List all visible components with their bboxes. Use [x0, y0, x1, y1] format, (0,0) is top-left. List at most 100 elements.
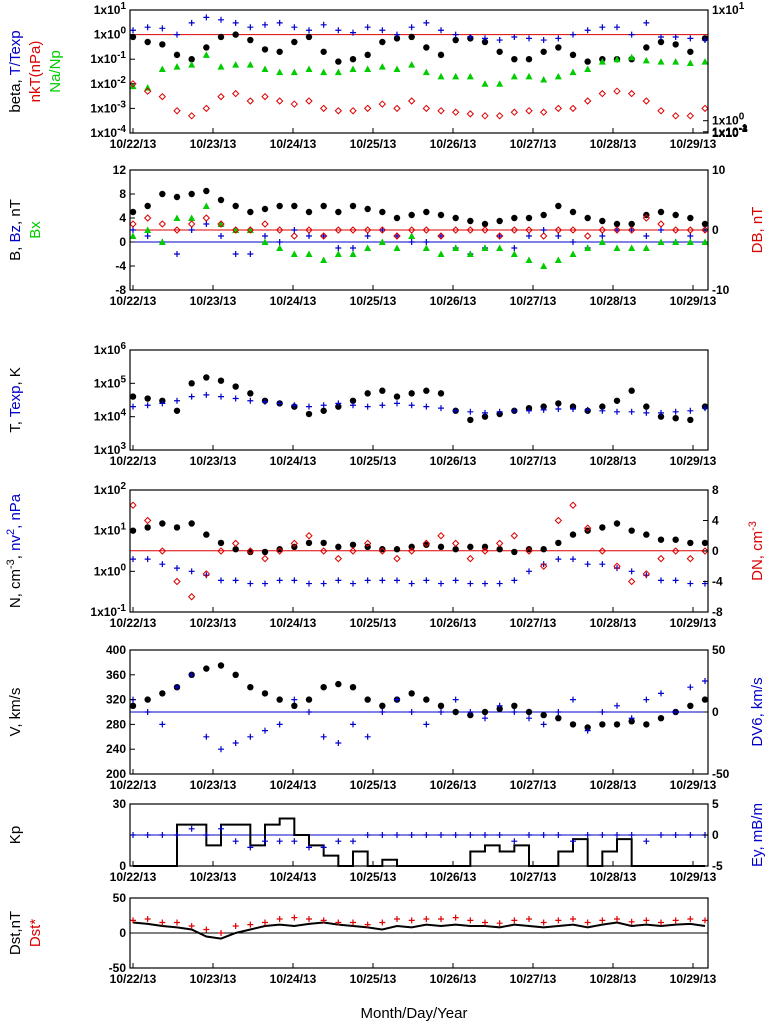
point-nv2 — [614, 565, 620, 572]
point-n — [188, 520, 195, 527]
point-beta — [247, 36, 254, 44]
point-dv6 — [159, 721, 166, 728]
point-dn — [701, 547, 709, 555]
point-dst — [511, 917, 518, 924]
point-dst — [570, 916, 576, 922]
point-dst — [599, 917, 606, 924]
point-dn — [525, 547, 533, 555]
point-texp — [658, 409, 664, 416]
point-dst — [291, 914, 298, 921]
x-tick-label: 10/22/13 — [110, 616, 157, 630]
point-nv2 — [658, 577, 664, 584]
point-bx — [393, 244, 401, 251]
y-axis-label-3: Na/Np — [47, 50, 64, 93]
point-beta — [437, 51, 445, 59]
panel-4: 1x10-1 1x100 1x101 1x102 -8 -4 0 4 8 10/22/13 10/2… — [5, 481, 766, 630]
point-b — [320, 202, 327, 210]
point-db — [539, 232, 548, 240]
y-axis-label-part: Dst,nT — [7, 911, 24, 955]
left-tick-label: 240 — [106, 742, 126, 756]
plot-frame — [129, 349, 709, 451]
point-nkt — [583, 97, 592, 105]
x-tick-label: 10/29/13 — [670, 616, 717, 630]
point-ey — [408, 832, 415, 838]
point-b — [159, 190, 166, 198]
point-v — [584, 724, 591, 731]
point-dn — [187, 593, 196, 601]
point-t — [672, 414, 679, 422]
point-bz — [379, 227, 386, 233]
point-dst — [702, 917, 708, 924]
y-axis-label: N, cm-3, nv2, nPa — [5, 493, 24, 608]
x-tick-label: 10/24/13 — [270, 294, 317, 308]
point-bx — [584, 244, 592, 251]
point-bx — [202, 202, 210, 209]
right-tick-label: 1x10-3 — [712, 124, 748, 140]
plot-frame — [129, 9, 709, 134]
point-texp — [364, 403, 371, 410]
point-bz — [599, 233, 606, 239]
point-dn — [569, 501, 577, 509]
point-dv6 — [467, 709, 474, 715]
point-ey — [687, 832, 694, 838]
point-b — [687, 214, 694, 222]
left-tick-label: 1x10-1 — [90, 603, 126, 619]
point-nkt — [495, 112, 504, 120]
point-dst — [526, 916, 532, 922]
point-db — [613, 226, 621, 234]
point-beta — [657, 38, 665, 46]
x-tick-label: 10/29/13 — [670, 294, 717, 308]
point-nanp — [437, 72, 445, 80]
point-n — [511, 548, 518, 556]
point-b — [599, 217, 606, 225]
point-bz — [306, 233, 312, 239]
point-n — [276, 546, 283, 553]
y-axis-label-part: 2 — [5, 529, 17, 535]
point-nkt — [319, 104, 328, 113]
point-dst — [364, 921, 371, 928]
point-t — [144, 395, 151, 402]
x-tick-label: 10/23/13 — [190, 870, 237, 884]
point-texp — [687, 407, 694, 414]
point-dv6 — [496, 702, 503, 709]
right-axis-label: Ey, mB/m — [749, 803, 766, 867]
point-n — [203, 531, 210, 538]
x-tick-label: 10/24/13 — [270, 454, 317, 468]
point-n — [437, 543, 445, 551]
left-tick-label: 1x103 — [94, 441, 127, 457]
point-nv2 — [218, 577, 224, 584]
point-dst — [467, 917, 474, 924]
point-t — [379, 387, 386, 394]
point-v — [437, 702, 445, 709]
point-n — [159, 520, 166, 527]
y-axis-label-part: N, cm — [7, 569, 24, 608]
panel-1: 1x10-41x10-31x10-21x10-11x1001x1011x10-4… — [7, 1, 748, 151]
point-nanp — [525, 72, 533, 80]
point-dst — [496, 920, 503, 927]
point-bz — [570, 239, 576, 245]
point-ttexp — [144, 24, 151, 31]
point-dn — [437, 532, 445, 540]
point-ey — [555, 832, 562, 838]
point-nanp — [144, 84, 152, 91]
x-tick-label: 10/29/13 — [670, 870, 717, 884]
series-dst-line — [132, 921, 706, 940]
point-nanp — [188, 61, 196, 68]
left-tick-label: 1x101 — [94, 522, 127, 538]
point-db — [569, 226, 577, 234]
point-dn — [539, 562, 548, 570]
point-v — [481, 708, 489, 716]
point-ey — [658, 832, 664, 838]
x-tick-label: 10/25/13 — [350, 294, 397, 308]
point-n — [423, 541, 430, 548]
x-tick-label: 10/27/13 — [510, 294, 557, 308]
point-db — [261, 220, 269, 228]
point-bx — [173, 214, 181, 221]
point-dn — [246, 547, 255, 555]
point-beta — [496, 48, 503, 55]
point-ttexp — [614, 24, 620, 31]
point-dn — [143, 516, 152, 525]
point-db — [319, 232, 328, 240]
point-ttexp — [379, 27, 386, 34]
x-tick-label: 10/22/13 — [110, 137, 157, 151]
